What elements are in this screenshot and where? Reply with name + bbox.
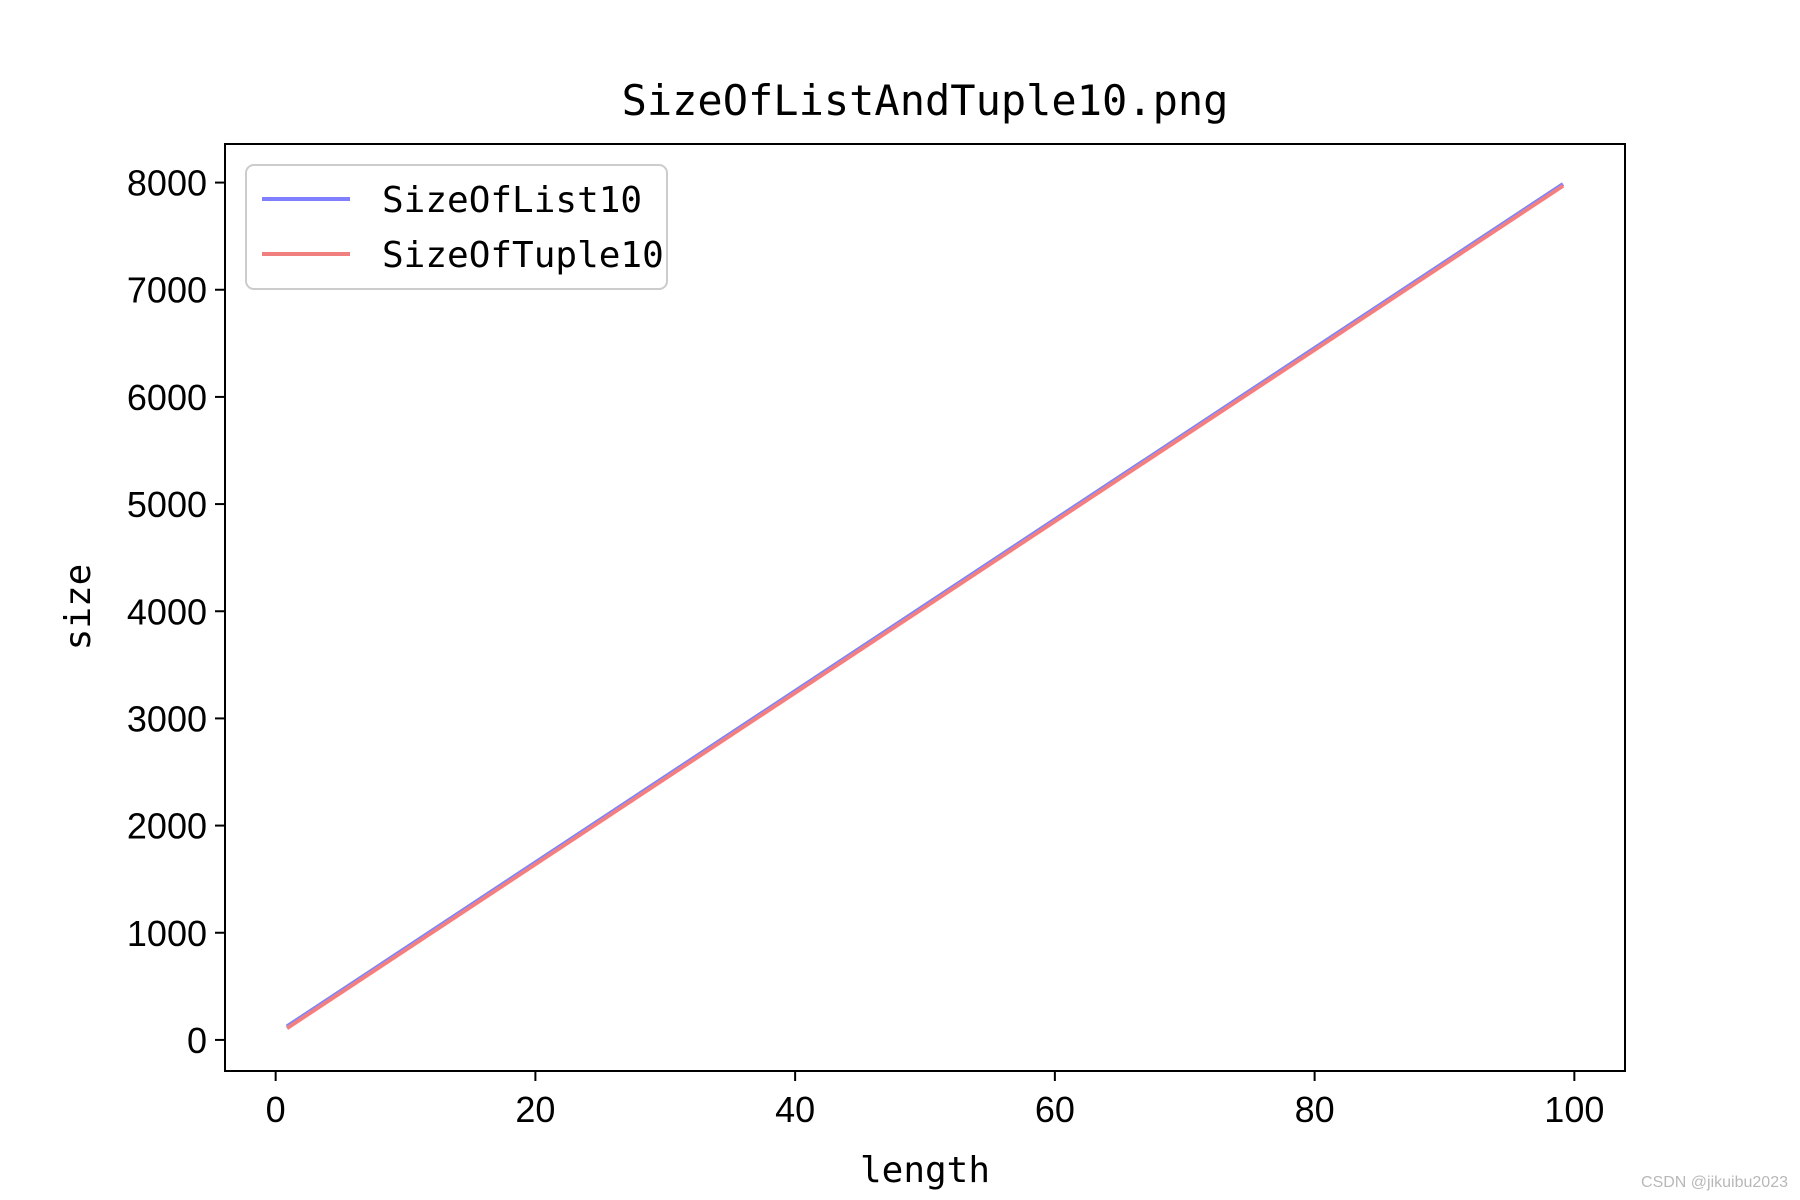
y-axis-label: size [58, 564, 99, 651]
watermark: CSDN @jikuibu2023 [1641, 1174, 1788, 1191]
x-tick-label: 80 [1295, 1089, 1335, 1130]
x-tick-label: 40 [775, 1089, 815, 1130]
x-tick-label: 100 [1544, 1089, 1604, 1130]
y-tick-label: 4000 [127, 591, 207, 632]
y-tick-label: 7000 [127, 270, 207, 311]
legend: SizeOfList10 SizeOfTuple10 [245, 164, 668, 290]
series-line-sizeoftuple10 [285, 184, 1565, 1030]
y-tick-label: 2000 [127, 806, 207, 847]
y-tick-label: 1000 [127, 913, 207, 954]
y-tick-label: 0 [187, 1020, 207, 1061]
y-tick-label: 8000 [127, 163, 207, 204]
y-tick-label: 5000 [127, 484, 207, 525]
chart-title: SizeOfListAndTuple10.png [622, 76, 1229, 125]
y-tick-label: 6000 [127, 377, 207, 418]
x-tick-label: 60 [1035, 1089, 1075, 1130]
y-axis-ticks: 0 1000 2000 3000 4000 5000 6000 7000 8000 [127, 163, 225, 1061]
legend-label: SizeOfList10 [382, 180, 642, 221]
series-lines [285, 182, 1565, 1030]
legend-label: SizeOfTuple10 [382, 235, 664, 276]
x-tick-label: 20 [515, 1089, 555, 1130]
x-tick-label: 0 [266, 1089, 286, 1130]
plot-frame [224, 143, 1626, 1072]
legend-box [245, 164, 668, 290]
x-axis-ticks: 0 20 40 60 80 100 [266, 1071, 1604, 1130]
x-axis-label: length [860, 1150, 990, 1191]
y-tick-label: 3000 [127, 698, 207, 739]
